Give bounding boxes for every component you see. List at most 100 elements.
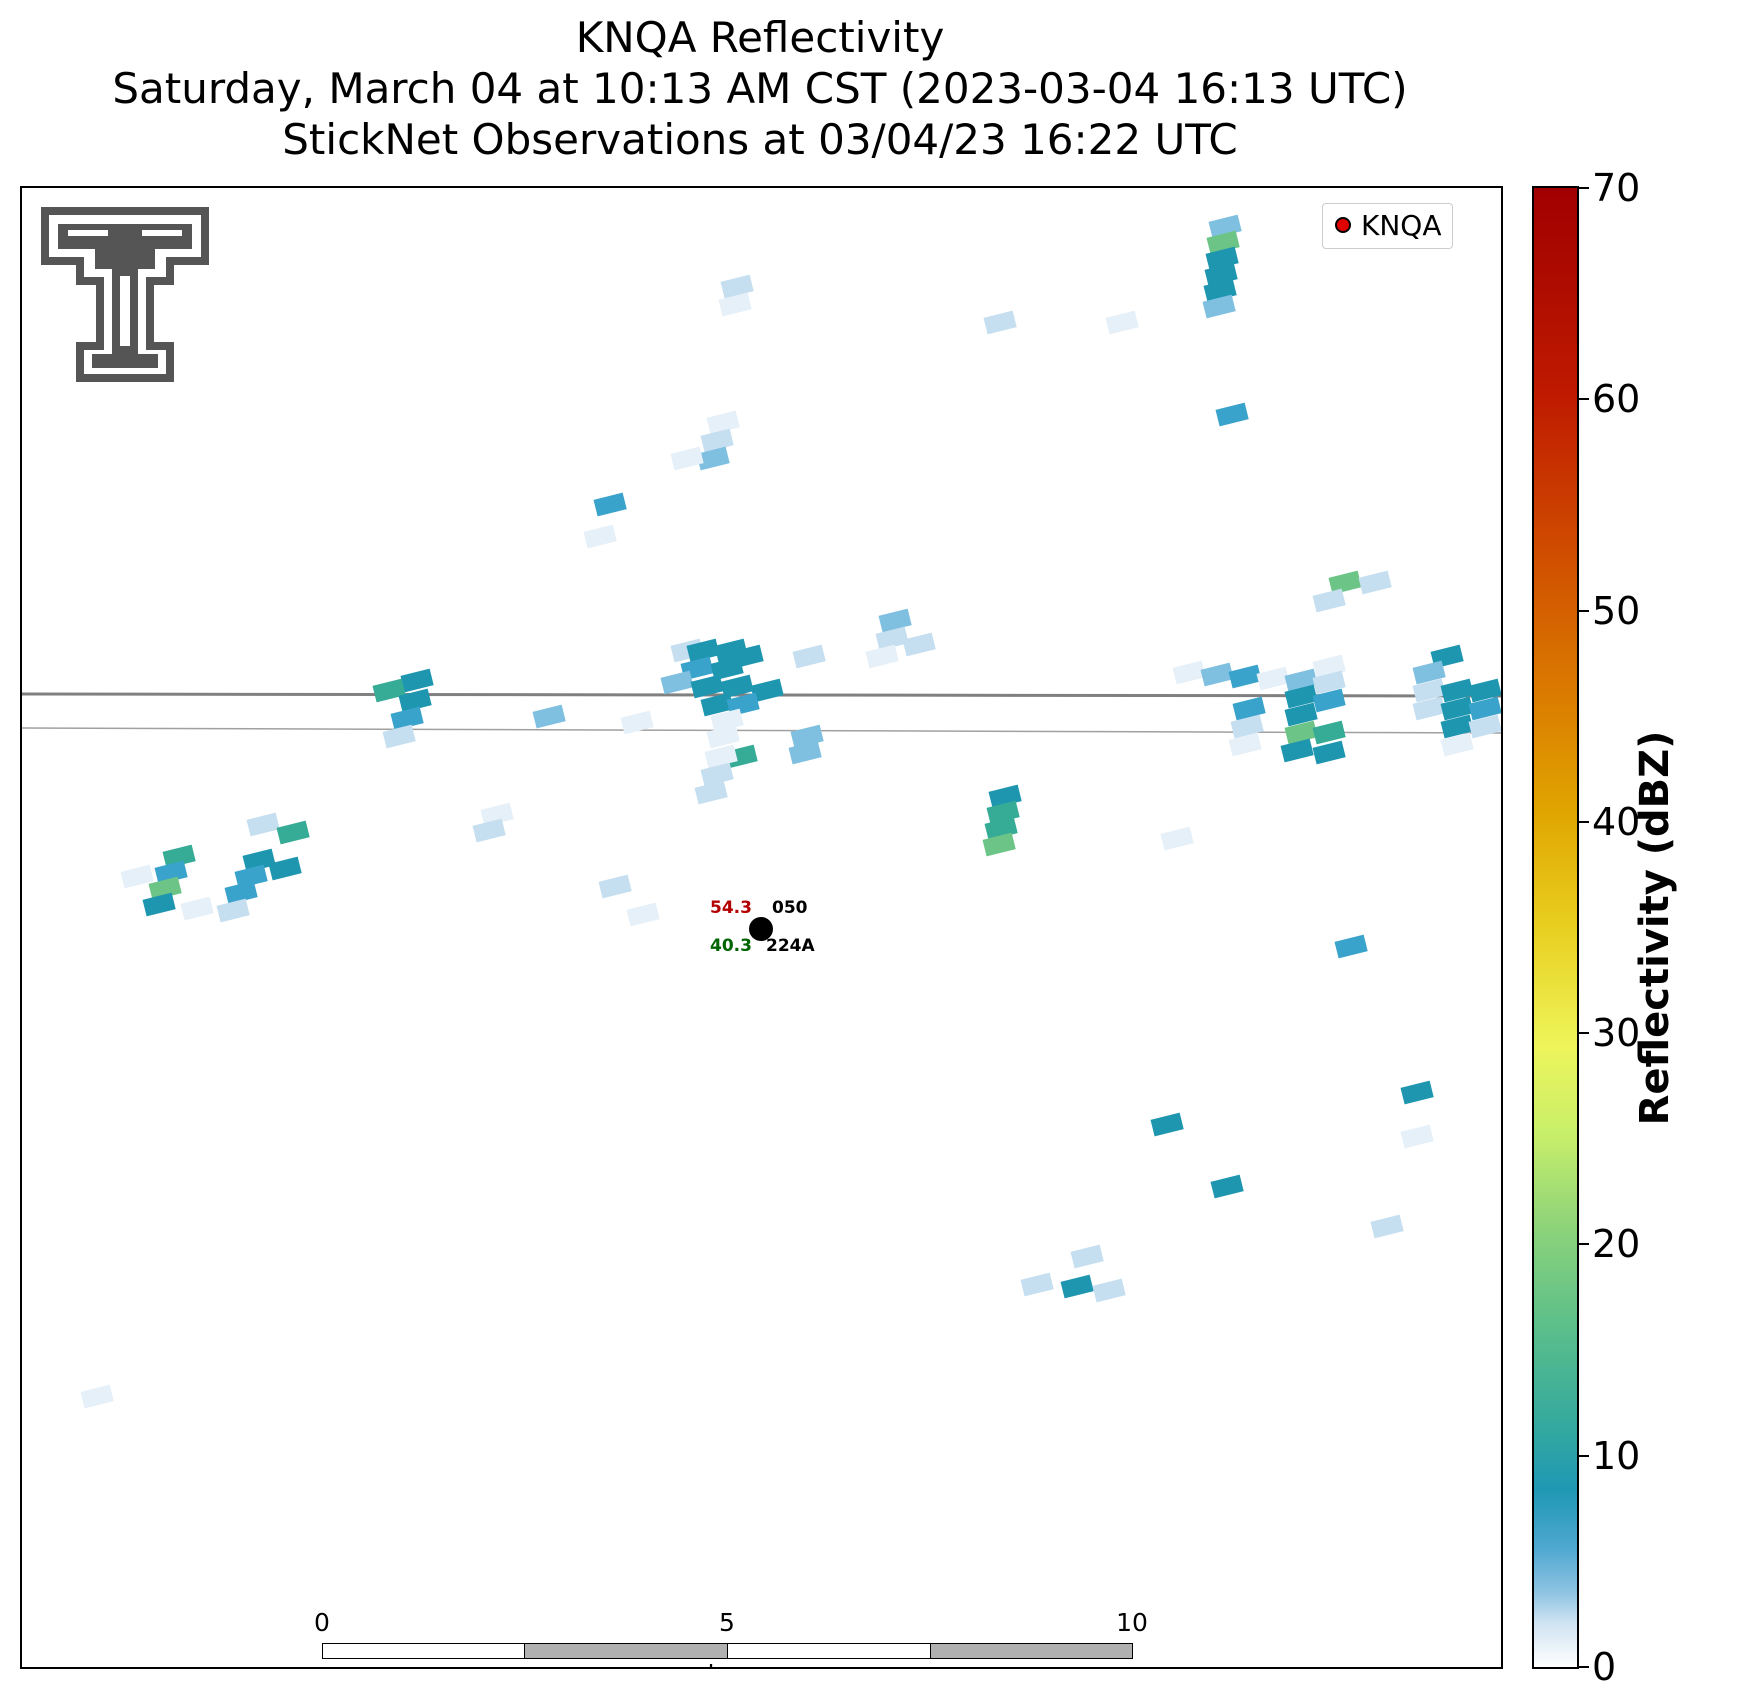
scale-unit: km (708, 1660, 747, 1667)
scale-segment (322, 1643, 525, 1659)
colorbar-tick-label: 20 (1592, 1222, 1641, 1267)
reflectivity-pixel (700, 428, 734, 453)
reflectivity-pixel (1468, 678, 1501, 703)
reflectivity-pixel (80, 1384, 114, 1409)
reflectivity-pixel (710, 656, 744, 681)
reflectivity-pixel (372, 678, 406, 703)
title-line-1: KNQA Reflectivity (575, 13, 945, 62)
reflectivity-pixel (720, 274, 754, 299)
colorbar-tick-mark (1579, 1454, 1589, 1457)
reflectivity-pixel (982, 832, 1016, 857)
reflectivity-pixel (142, 892, 176, 917)
reflectivity-pixel (1412, 660, 1446, 685)
reflectivity-pixel (1312, 670, 1346, 695)
reflectivity-pixel (242, 848, 276, 873)
reflectivity-pixel (620, 710, 654, 735)
reflectivity-pixel (1160, 826, 1194, 851)
reflectivity-pixels (80, 214, 1501, 1409)
reflectivity-pixel (902, 632, 936, 657)
reflectivity-pixel (1284, 684, 1318, 709)
reflectivity-colorbar (1532, 186, 1579, 1669)
reflectivity-pixel (706, 724, 740, 749)
reflectivity-pixel (686, 638, 720, 663)
reflectivity-pixel (1202, 294, 1236, 319)
radar-map[interactable]: KNQA 54.3 050 40.3 224A 0 5 10 km (20, 186, 1503, 1669)
reflectivity-pixel (750, 678, 784, 703)
reflectivity-pixel (1400, 1124, 1434, 1149)
reflectivity-pixel (224, 880, 258, 905)
reflectivity-pixel (1440, 714, 1474, 739)
reflectivity-pixel (480, 802, 514, 827)
colorbar-tick-mark (1579, 609, 1589, 612)
scale-tick-0: 0 (314, 1608, 330, 1637)
reflectivity-pixel (704, 744, 738, 769)
reflectivity-pixel (598, 874, 632, 899)
reflectivity-pixel (1105, 310, 1139, 335)
reflectivity-pixel (276, 820, 310, 845)
reflectivity-pixel (148, 876, 182, 901)
reflectivity-pixel (878, 608, 912, 633)
reflectivity-pixel (162, 844, 196, 869)
title-line-2: Saturday, March 04 at 10:13 AM CST (2023… (112, 64, 1408, 113)
reflectivity-pixel (593, 492, 627, 517)
reflectivity-pixel (400, 668, 434, 693)
reflectivity-pixel (532, 704, 566, 729)
reflectivity-pixel (583, 524, 617, 549)
reflectivity-pixel (1200, 662, 1234, 687)
station-id: 224A (766, 936, 815, 956)
texas-tech-double-t-logo (41, 207, 209, 382)
reflectivity-pixel (1370, 1214, 1404, 1239)
reflectivity-pixel (1172, 660, 1206, 685)
reflectivity-pixel (670, 446, 704, 471)
reflectivity-pixel (1020, 1272, 1054, 1297)
scale-tick-5: 5 (719, 1608, 735, 1637)
reflectivity-pixel (696, 446, 730, 471)
colorbar-tick-mark (1579, 1243, 1589, 1246)
reflectivity-pixel (720, 674, 754, 699)
title-line-3: StickNet Observations at 03/04/23 16:22 … (282, 115, 1238, 164)
station-temperature: 54.3 (710, 898, 752, 918)
scale-segment (524, 1643, 728, 1659)
reflectivity-pixel (1060, 1274, 1094, 1299)
reflectivity-pixel (1468, 714, 1501, 739)
map-title: KNQA Reflectivity Saturday, March 04 at … (0, 12, 1520, 165)
colorbar-tick-mark (1579, 187, 1589, 189)
reflectivity-pixel (382, 724, 416, 749)
reflectivity-pixel (1284, 720, 1318, 745)
reflectivity-pixel (1312, 688, 1346, 713)
reflectivity-pixel (1210, 1174, 1244, 1199)
reflectivity-pixel (660, 670, 694, 695)
reflectivity-pixel (234, 864, 268, 889)
map-legend: KNQA (1322, 203, 1453, 249)
colorbar-tick-mark (1579, 820, 1589, 823)
radar-site-marker-icon (1335, 217, 1351, 233)
scale-bar: 0 5 10 km (314, 1608, 1222, 1667)
reflectivity-pixel (792, 644, 826, 669)
colorbar-tick-mark (1579, 1032, 1589, 1035)
reflectivity-pixel (1228, 664, 1262, 689)
reflectivity-pixel (700, 762, 734, 787)
reflectivity-pixel (1150, 1112, 1184, 1137)
scale-segment (727, 1643, 931, 1659)
colorbar-label: Reflectivity (dBZ) (1632, 730, 1678, 1126)
reflectivity-pixel (706, 410, 740, 435)
reflectivity-pixel (1412, 696, 1446, 721)
station-marker-icon[interactable] (746, 914, 776, 944)
reflectivity-pixel (180, 896, 214, 921)
reflectivity-pixel (472, 818, 506, 843)
reflectivity-pixel (1215, 402, 1249, 427)
colorbar-tick-label: 60 (1592, 377, 1641, 422)
reflectivity-pixel (1312, 588, 1346, 613)
road-line (22, 727, 1501, 734)
reflectivity-pixel (1440, 696, 1474, 721)
reflectivity-pixel (398, 688, 432, 713)
reflectivity-pixel (718, 292, 752, 317)
reflectivity-pixel (246, 812, 280, 837)
reflectivity-pixel (1440, 732, 1474, 757)
reflectivity-pixel (875, 626, 909, 651)
reflectivity-pixel (690, 674, 724, 699)
reflectivity-pixel (983, 310, 1017, 335)
colorbar-tick-label: 0 (1592, 1645, 1617, 1689)
reflectivity-pixel (1328, 570, 1362, 595)
station-wind-direction: 050 (772, 898, 808, 918)
